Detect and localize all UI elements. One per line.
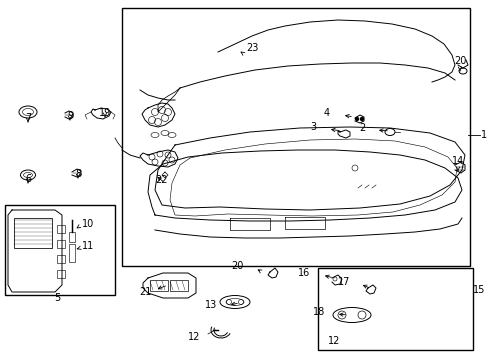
Bar xyxy=(317,268,472,350)
Text: 22: 22 xyxy=(155,175,167,185)
Text: 9: 9 xyxy=(67,111,73,121)
Text: 17: 17 xyxy=(337,277,349,287)
Text: 6: 6 xyxy=(25,174,31,184)
Text: 21: 21 xyxy=(140,287,152,297)
Text: 12: 12 xyxy=(327,336,339,346)
Bar xyxy=(69,244,75,262)
Bar xyxy=(57,240,65,248)
Bar xyxy=(69,232,75,242)
Text: 1: 1 xyxy=(480,130,486,140)
Text: 5: 5 xyxy=(54,293,60,303)
Text: 12: 12 xyxy=(187,332,200,342)
Text: 3: 3 xyxy=(309,122,315,132)
Circle shape xyxy=(360,117,363,121)
Circle shape xyxy=(355,117,358,121)
Bar xyxy=(14,218,52,248)
Text: 14: 14 xyxy=(451,156,463,166)
Bar xyxy=(170,280,187,291)
Text: 23: 23 xyxy=(245,43,258,53)
Bar xyxy=(5,205,115,295)
Text: 18: 18 xyxy=(312,307,325,317)
Text: 4: 4 xyxy=(323,108,329,118)
Text: 11: 11 xyxy=(82,241,94,251)
Text: 7: 7 xyxy=(25,113,31,123)
Bar xyxy=(57,270,65,278)
Text: 2: 2 xyxy=(358,123,364,133)
Text: 20: 20 xyxy=(453,56,465,66)
Text: 20: 20 xyxy=(231,261,244,271)
Text: 16: 16 xyxy=(297,268,309,278)
Bar xyxy=(57,225,65,233)
Bar xyxy=(150,280,168,291)
Text: 13: 13 xyxy=(204,300,217,310)
Text: 10: 10 xyxy=(82,219,94,229)
Text: 8: 8 xyxy=(75,169,81,179)
Text: 15: 15 xyxy=(472,285,485,295)
Bar xyxy=(57,255,65,263)
Bar xyxy=(122,8,469,266)
Text: 19: 19 xyxy=(99,108,111,118)
